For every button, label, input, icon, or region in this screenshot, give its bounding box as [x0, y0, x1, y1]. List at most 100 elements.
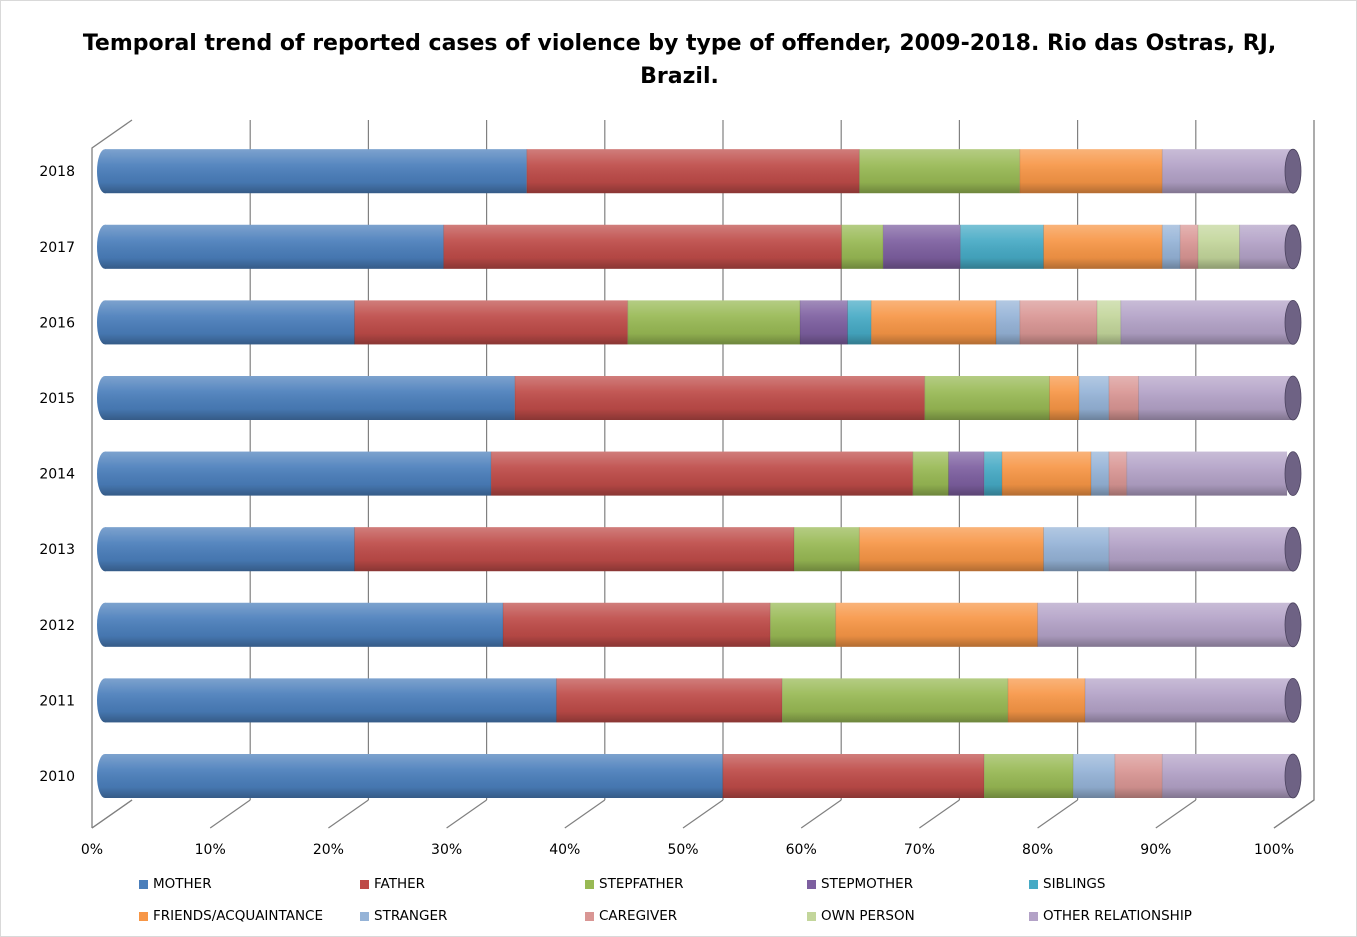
bar-segment-shade: [871, 300, 996, 345]
bar-end-cap: [1284, 451, 1302, 497]
x-tick-label: 50%: [667, 842, 698, 858]
bar-segment-shade: [1138, 376, 1293, 420]
bar-segment-shade: [960, 224, 1044, 269]
legend-swatch: [1029, 879, 1038, 889]
bar-segment-shade: [1197, 224, 1240, 269]
y-tick-label: 2016: [39, 315, 75, 331]
bar-row-2011: [97, 678, 1302, 723]
gridline-floor: [1155, 799, 1197, 829]
gridline-floor: [564, 799, 606, 829]
x-tick-label: 0%: [81, 842, 103, 858]
bar-segment-shade: [354, 300, 628, 345]
bar-end-cap: [1284, 375, 1302, 421]
y-tick-label: 2012: [39, 618, 75, 634]
chart-title: Temporal trend of reported cases of viol…: [82, 31, 1277, 89]
legend-swatch: [139, 879, 148, 889]
bar-start-cap-shade: [97, 376, 113, 420]
bar-segment-shade: [1001, 451, 1092, 496]
bar-row-2012: [97, 602, 1302, 648]
bar-segment-shade: [859, 149, 1020, 194]
legend-item: SIBLINGS: [1029, 876, 1105, 892]
bar-end-cap: [1284, 753, 1302, 799]
legend-swatch: [807, 911, 816, 921]
bar-start-cap-shade: [97, 149, 113, 194]
bar-segment-shade: [105, 149, 527, 194]
gridline-floor: [446, 799, 487, 829]
bar-start-cap-shade: [97, 224, 113, 269]
bar-segment-shade: [1079, 376, 1109, 420]
bar-segment-shade: [722, 754, 985, 798]
bar-end-cap: [1284, 224, 1302, 270]
bar-segment-shade: [1037, 602, 1293, 647]
bar-segment-shade: [1108, 527, 1293, 572]
bar-segment-shade: [1120, 300, 1293, 345]
bar-segment-shade: [1043, 224, 1163, 269]
bar-segment-shade: [105, 451, 492, 496]
bar-segment-shade: [912, 451, 949, 496]
gridline-floor: [682, 799, 724, 829]
bar-segment-shade: [556, 678, 783, 723]
bar-segment-shade: [996, 300, 1020, 345]
bar-segment-shade: [859, 527, 1044, 572]
legend-item: OWN PERSON: [807, 908, 915, 924]
bar-row-2017: [97, 224, 1302, 270]
legend-swatch: [1029, 911, 1038, 921]
x-tick-label: 80%: [1022, 842, 1053, 858]
bar-row-2013: [97, 526, 1302, 572]
legend-label: OWN PERSON: [821, 908, 915, 924]
bar-segment-shade: [105, 376, 515, 420]
legend-label: STEPMOTHER: [821, 876, 914, 892]
bar-segment-shade: [1019, 149, 1163, 194]
y-tick-label: 2011: [39, 693, 75, 709]
bar-segment-shade: [924, 376, 1050, 420]
bar-start-cap-shade: [97, 602, 113, 647]
legend-label: STEPFATHER: [599, 876, 684, 892]
x-tick-label: 100%: [1254, 842, 1294, 858]
bar-segment-shade: [1091, 451, 1109, 496]
bar-row-2018: [97, 148, 1302, 194]
bar-segment-shade: [105, 602, 503, 647]
bar-segment-shade: [835, 602, 1038, 647]
legend-label: FATHER: [374, 876, 426, 892]
legend-item: FATHER: [360, 876, 425, 892]
bar-segment-shade: [1108, 376, 1139, 420]
bar-segment-shade: [502, 602, 771, 647]
bar-segment-shade: [1007, 678, 1086, 723]
y-tick-label: 2015: [39, 391, 75, 407]
bar-segment-shade: [526, 149, 860, 194]
bar-segment-shade: [770, 602, 836, 647]
bar-segment-shade: [1096, 300, 1121, 345]
x-tick-label: 60%: [786, 842, 817, 858]
x-tick-label: 20%: [313, 842, 344, 858]
bar-segment-shade: [443, 224, 842, 269]
bar-segment-shade: [1073, 754, 1115, 798]
bar-start-cap-shade: [97, 451, 113, 496]
legend-label: STRANGER: [374, 908, 448, 924]
bar-segment-shade: [105, 300, 355, 345]
legend-item: STRANGER: [360, 908, 447, 924]
legend-item: STEPMOTHER: [807, 876, 913, 892]
y-tick-label: 2018: [39, 164, 75, 180]
bar-segment-shade: [1019, 300, 1097, 345]
gridline-floor: [209, 799, 251, 829]
bar-segment-shade: [1180, 224, 1198, 269]
bar-segment-shade: [1162, 754, 1293, 798]
bar-start-cap-shade: [97, 300, 113, 345]
left-wall: [91, 119, 133, 828]
x-tick-label: 70%: [904, 842, 935, 858]
bar-end-cap: [1284, 678, 1302, 723]
legend-swatch: [585, 911, 594, 921]
bar-segment-shade: [1043, 527, 1109, 572]
y-tick-label: 2013: [39, 542, 75, 558]
bar-segment-shade: [883, 224, 961, 269]
bar-segment-shade: [514, 376, 925, 420]
legend-item: OTHER RELATIONSHIP: [1029, 908, 1192, 924]
bar-end-cap: [1284, 299, 1302, 345]
legend-label: OTHER RELATIONSHIP: [1043, 908, 1192, 924]
bar-segment-shade: [105, 224, 444, 269]
gridline-floor: [1273, 799, 1315, 829]
legend-swatch: [807, 879, 816, 889]
bar-segment-shade: [354, 527, 795, 572]
bar-segment-shade: [799, 300, 848, 345]
